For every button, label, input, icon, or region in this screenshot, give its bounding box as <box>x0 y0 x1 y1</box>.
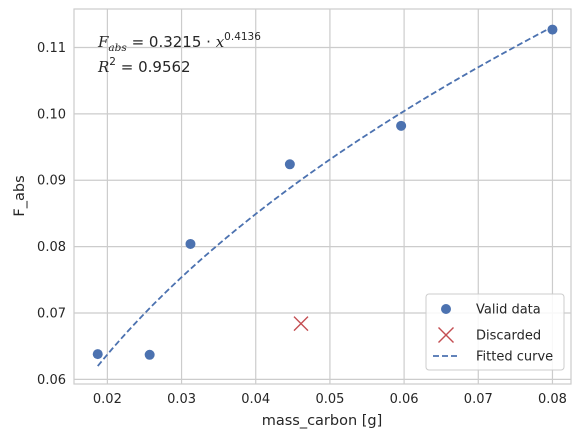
r2-lhs: R <box>97 58 109 76</box>
valid-data-point <box>185 238 196 249</box>
r2-rhs: = 0.9562 <box>116 58 191 76</box>
tick-labels: 0.02 0.03 0.04 0.05 0.06 0.07 0.08 0.06 0.07 0.08… <box>37 41 567 407</box>
valid-data-point <box>284 159 295 170</box>
x-axis-label: mass_carbon [g] <box>262 413 383 429</box>
equation-exp: 0.4136 <box>224 31 261 43</box>
legend: Valid data Discarded Fitted curve <box>425 293 565 371</box>
y-tick-label: 0.10 <box>37 107 66 122</box>
x-tick-label: 0.08 <box>538 392 567 407</box>
y-tick-label: 0.08 <box>37 240 66 255</box>
valid-data-point <box>144 349 155 360</box>
r-squared: R2 = 0.9562 <box>97 56 191 76</box>
y-tick-label: 0.09 <box>37 174 66 189</box>
valid-data-point <box>547 24 558 35</box>
discarded-data-point <box>293 316 309 332</box>
plot-frame <box>73 8 572 385</box>
grid <box>74 9 571 384</box>
y-tick-label: 0.07 <box>37 306 66 321</box>
legend-label-fitted: Fitted curve <box>476 350 553 365</box>
x-tick-label: 0.06 <box>390 392 419 407</box>
legend-box <box>425 293 565 371</box>
x-tick-label: 0.07 <box>464 392 493 407</box>
equation-lhs-sub: abs <box>108 42 127 54</box>
legend-marker-valid <box>441 304 451 314</box>
equation-lhs: F <box>97 33 109 51</box>
x-tick-label: 0.02 <box>93 392 122 407</box>
legend-marker-discarded <box>438 327 454 343</box>
r2-sup: 2 <box>109 56 116 68</box>
equation-rhs: = 0.3215 · <box>127 33 216 51</box>
x-tick-label: 0.03 <box>167 392 196 407</box>
valid-data-point <box>396 120 407 131</box>
y-tick-label: 0.11 <box>37 41 66 56</box>
fit-equation: Fabs = 0.3215 · x0.4136 <box>97 31 261 54</box>
equation-var: x <box>216 33 225 51</box>
x-tick-label: 0.04 <box>241 392 270 407</box>
legend-label-discarded: Discarded <box>476 329 541 344</box>
x-tick-label: 0.05 <box>315 392 344 407</box>
legend-label-valid: Valid data <box>476 303 541 318</box>
fitted-curve-line <box>97 26 553 367</box>
data-layer <box>92 24 558 367</box>
y-axis-label: F_abs <box>12 175 28 216</box>
valid-data-point <box>92 349 103 360</box>
y-tick-label: 0.06 <box>37 373 66 388</box>
